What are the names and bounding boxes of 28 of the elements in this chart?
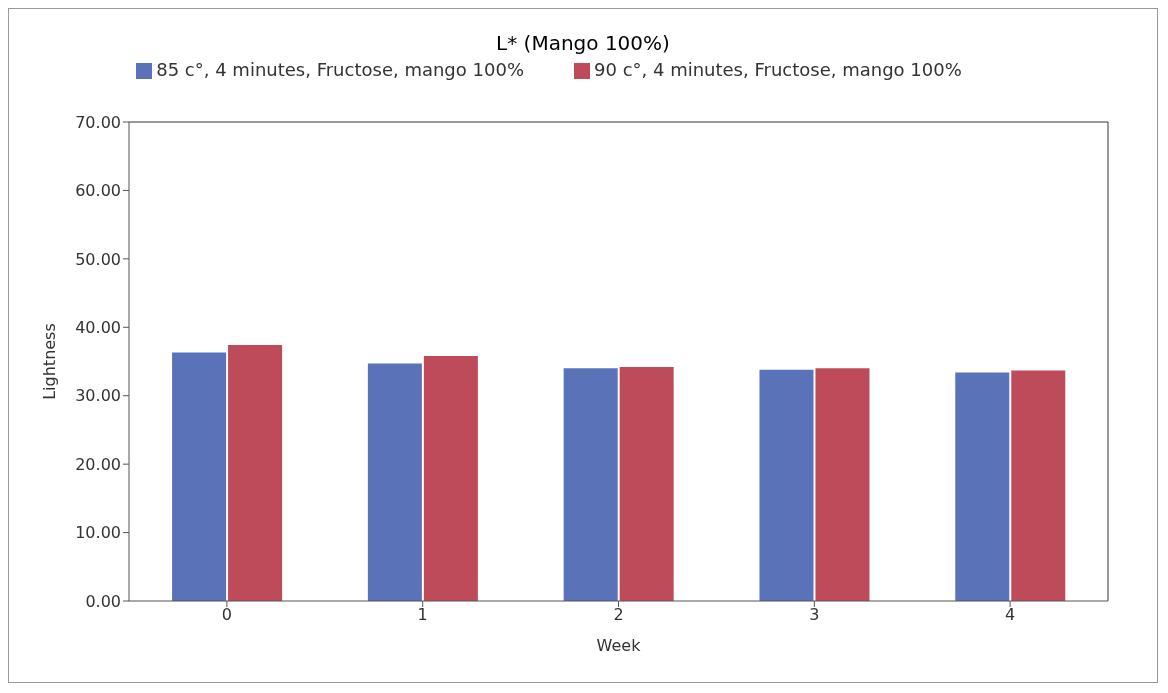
chart-title: L* (Mango 100%) (496, 31, 670, 55)
y-tick-label: 60.00 (75, 181, 121, 201)
bar (1011, 370, 1066, 601)
y-tick-label: 50.00 (75, 249, 121, 269)
bar (955, 372, 1010, 601)
bar (815, 368, 870, 601)
bar (563, 368, 618, 601)
x-tick-label: 4 (1005, 605, 1016, 625)
y-axis-title: Lightness (39, 323, 59, 400)
x-axis-title: Week (596, 636, 642, 655)
x-tick-label: 2 (613, 605, 624, 625)
x-tick-label: 0 (221, 605, 232, 625)
legend-label: 85 c°, 4 minutes, Fructose, mango 100% (156, 59, 524, 80)
y-tick-label: 30.00 (75, 386, 121, 406)
x-tick-label: 3 (809, 605, 820, 625)
bar (367, 363, 422, 601)
bar (619, 366, 674, 601)
bar (423, 356, 478, 601)
y-tick-label: 20.00 (75, 454, 121, 474)
y-tick-label: 40.00 (75, 317, 121, 337)
legend-label: 90 c°, 4 minutes, Fructose, mango 100% (594, 59, 962, 80)
bar (172, 352, 227, 601)
y-tick-label: 0.00 (85, 591, 121, 611)
y-tick-label: 70.00 (75, 112, 121, 132)
bar (759, 369, 814, 601)
y-tick-label: 10.00 (75, 523, 121, 543)
bar (228, 345, 283, 601)
x-tick-label: 1 (417, 605, 428, 625)
